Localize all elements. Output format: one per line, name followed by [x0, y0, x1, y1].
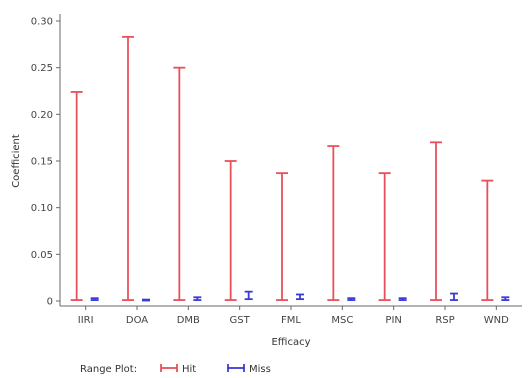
hit-range-pin — [378, 172, 391, 301]
miss-range-gst — [244, 290, 253, 301]
hit-range-dmb — [173, 66, 186, 301]
miss-range-fml — [296, 293, 304, 301]
hit-range-wnd — [481, 179, 494, 301]
legend-item-hit: Hit — [160, 364, 196, 375]
x-tick-label: PIN — [385, 315, 401, 326]
x-axis: IIRI DOA DMB GST FML MSC PIN RSP WND — [60, 305, 522, 326]
hit-range-fml — [276, 172, 288, 301]
hit-range-msc — [327, 145, 340, 301]
miss-range-rsp — [450, 292, 458, 301]
y-tick-label: 0.05 — [31, 250, 53, 261]
y-tick-label: 0 — [47, 297, 53, 308]
y-tick-label: 0.15 — [31, 157, 53, 168]
miss-range-dmb — [193, 296, 202, 301]
x-tick-label: IIRI — [78, 315, 94, 326]
x-tick-label: DOA — [126, 315, 148, 326]
hit-range-iiri — [70, 91, 83, 301]
hit-range-rsp — [430, 141, 442, 301]
miss-range-iiri — [90, 297, 99, 301]
x-tick-label: RSP — [435, 315, 454, 326]
x-tick-label: GST — [230, 315, 251, 326]
miss-range-pin — [398, 297, 407, 301]
miss-range-wnd — [501, 296, 510, 301]
x-axis-title: Efficacy — [271, 337, 310, 348]
plot-background — [60, 14, 522, 306]
legend-item-miss: Miss — [227, 364, 271, 375]
chart-marks — [70, 35, 510, 302]
x-tick-label: FML — [281, 315, 301, 326]
y-axis: 0 0.05 0.10 0.15 0.20 0.25 0.30 — [31, 14, 61, 308]
miss-range-doa — [142, 298, 150, 302]
legend-title: Range Plot: — [80, 364, 137, 375]
hit-range-doa — [122, 35, 134, 301]
hit-range-gst — [224, 160, 237, 301]
y-tick-label: 0.30 — [31, 17, 53, 28]
plot-area — [60, 14, 522, 306]
y-tick-label: 0.10 — [31, 203, 53, 214]
legend: Range Plot: Hit Miss — [80, 364, 271, 375]
x-tick-label: MSC — [331, 315, 353, 326]
y-tick-label: 0.20 — [31, 110, 53, 121]
y-tick-label: 0.25 — [31, 63, 53, 74]
miss-range-msc — [347, 297, 356, 301]
y-axis-title: Coefficient — [11, 134, 22, 188]
x-tick-label: WND — [484, 315, 509, 326]
x-tick-label: DMB — [177, 315, 200, 326]
legend-label-miss: Miss — [249, 364, 271, 375]
legend-label-hit: Hit — [182, 364, 196, 375]
